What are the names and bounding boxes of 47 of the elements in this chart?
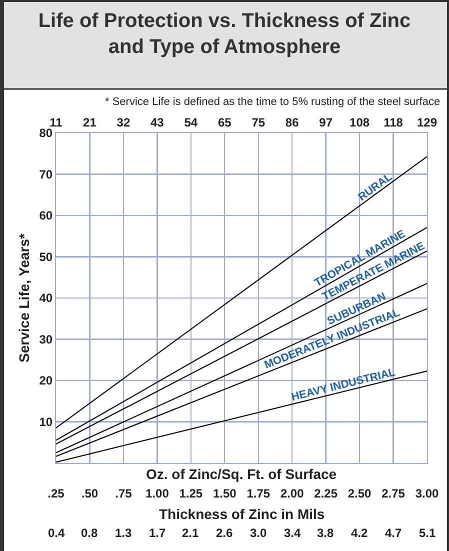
x2-tick-label: 97 [319, 116, 333, 130]
x-tick-label: 3.00 [415, 486, 439, 500]
y-tick-label: 20 [39, 374, 53, 388]
chart-title: Life of Protection vs. Thickness of Zinc and Type of Atmosphere [38, 10, 411, 58]
text: 2.6 [216, 526, 234, 540]
y-axis-title: Service Life, Years* [16, 232, 32, 362]
y-tick-label: 30 [39, 332, 53, 346]
text: 5.1 [419, 526, 436, 540]
x-axis-title: Oz. of Zinc/Sq. Ft. of Surface [146, 466, 337, 482]
x-tick-label: .50 [81, 486, 98, 500]
x2-tick-label: 65 [218, 116, 232, 130]
text: 3.8 [317, 526, 334, 540]
x-tick-label: .25 [48, 486, 65, 500]
y-tick-label: 60 [39, 208, 53, 223]
x2-tick-label: 21 [83, 116, 97, 130]
x-tick-label: 1.75 [246, 486, 270, 500]
x2-tick-label: 118 [384, 116, 404, 130]
text: 0.4 [48, 526, 66, 540]
text: 0.8 [81, 526, 98, 540]
x-tick-label: 1.50 [212, 486, 237, 500]
x2-tick-label: 129 [416, 116, 438, 130]
x-tick-label: 1.25 [179, 486, 203, 500]
x-tick-label: 2.50 [348, 486, 372, 500]
x-tick-label: 2.00 [280, 486, 304, 500]
x-tick-label: .75 [115, 486, 132, 500]
x2-tick-label: 54 [184, 116, 198, 130]
text: Thickness of Zinc in Mils [159, 506, 325, 522]
x2-tick-label: 108 [350, 116, 370, 130]
text: 1.3 [115, 526, 132, 540]
x-tick-label: 2.25 [314, 486, 338, 500]
text: 1.7 [149, 526, 166, 540]
x2-tick-label: 32 [116, 116, 130, 130]
text: 4.2 [351, 526, 368, 540]
x2-tick-label: 86 [285, 116, 300, 130]
x-tick-label: 1.00 [146, 486, 170, 500]
text: 4.7 [385, 526, 402, 540]
x-tick-label: 2.75 [382, 486, 406, 500]
text: 3.0 [250, 526, 268, 540]
y-tick-label: 70 [39, 167, 53, 182]
y-tick-label: 50 [39, 250, 53, 264]
y-tick-label: 10 [39, 414, 53, 429]
x2-tick-label: 75 [252, 116, 266, 130]
text: 3.4 [284, 526, 302, 540]
text: * Service Life is defined as the time to 5% rusting of the steel surface [105, 96, 440, 108]
x2-tick-label: 43 [150, 116, 164, 130]
y-tick-label: 40 [39, 291, 53, 306]
text: 2.1 [182, 526, 200, 540]
